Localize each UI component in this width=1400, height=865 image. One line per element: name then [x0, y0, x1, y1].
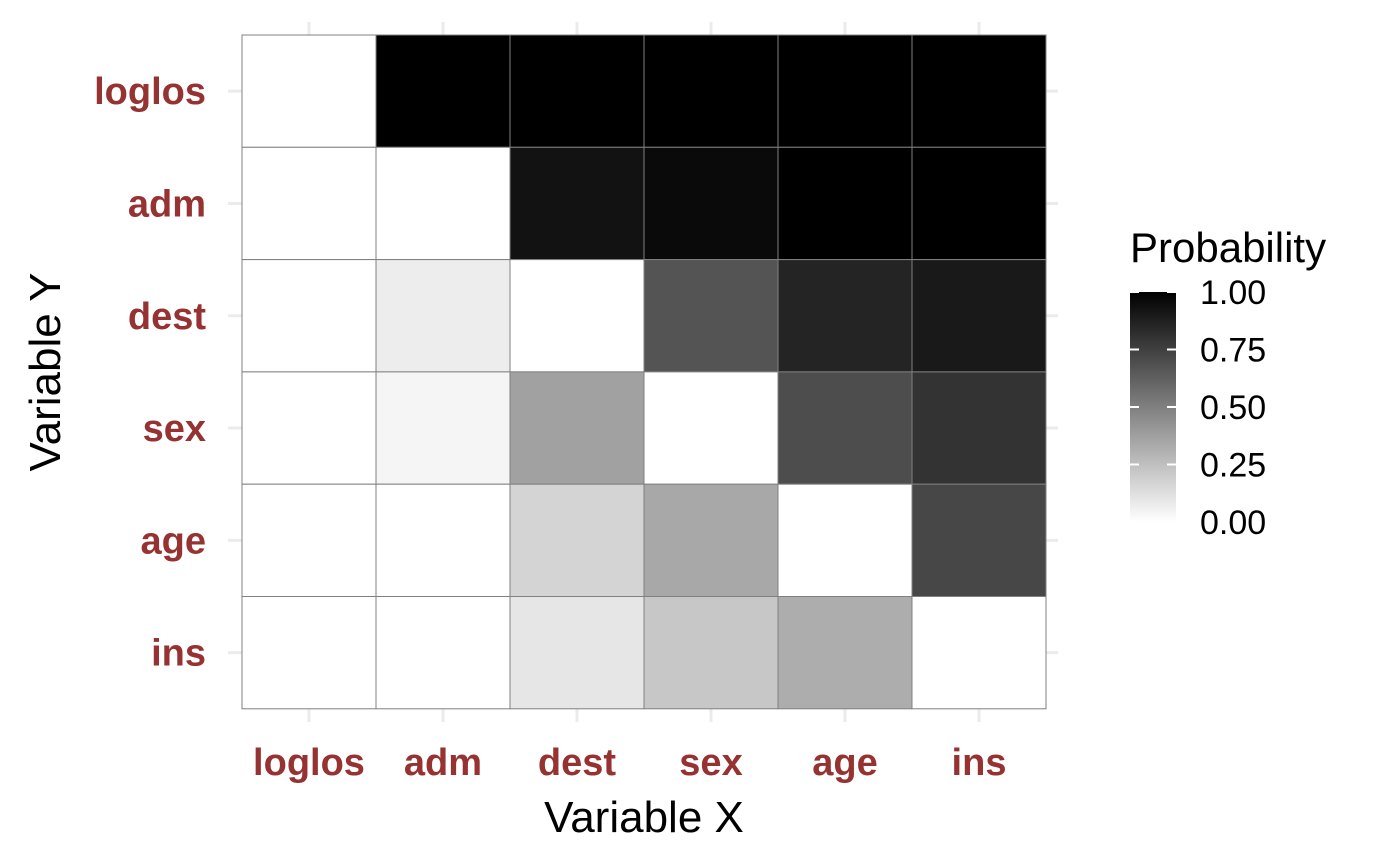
heatmap-cell-loglos-dest	[509, 34, 645, 148]
y-tick-label: adm	[128, 183, 206, 225]
legend-tick-label: 0.50	[1200, 389, 1266, 427]
legend-tick-label: 0.25	[1200, 447, 1266, 485]
heatmap-cell-age-adm	[375, 483, 511, 598]
heatmap-cell-dest-dest	[509, 259, 645, 373]
heatmap-cell-ins-age	[777, 596, 913, 710]
x-tick-label: sex	[679, 742, 742, 784]
legend-tick-label: 0.00	[1200, 504, 1266, 542]
y-tick-label: age	[141, 520, 206, 562]
heatmap-cell-ins-sex	[643, 596, 779, 710]
x-axis-ticks: loglos adm dest sex age ins	[253, 742, 1006, 784]
x-axis-title: Variable X	[544, 793, 744, 842]
heatmap-cell-adm-loglos	[241, 146, 377, 261]
legend-tick-label: 1.00	[1200, 274, 1266, 312]
heatmap-cell-loglos-age	[777, 34, 913, 148]
heatmap-cell-sex-adm	[375, 371, 511, 485]
x-tick-label: age	[812, 742, 877, 784]
x-tick-label: adm	[404, 742, 482, 784]
heatmap-cell-sex-ins	[911, 371, 1047, 485]
heatmap-cell-adm-sex	[643, 146, 779, 261]
heatmap-cell-adm-adm	[375, 146, 511, 261]
y-axis-ticks: loglos adm dest sex age ins	[94, 71, 206, 675]
y-tick-label: dest	[128, 296, 206, 338]
x-tick-label: loglos	[253, 742, 365, 784]
heatmap-cell-sex-dest	[509, 371, 645, 485]
x-tick-label: ins	[952, 742, 1007, 784]
heatmap-cell-loglos-loglos	[241, 34, 377, 148]
x-tick-label: dest	[538, 742, 616, 784]
heatmap-cell-adm-ins	[911, 146, 1047, 261]
heatmap-cell-dest-loglos	[241, 259, 377, 373]
heatmap-cell-dest-adm	[375, 259, 511, 373]
heatmap-cell-age-sex	[643, 483, 779, 598]
y-tick-label: loglos	[94, 71, 206, 113]
heatmap-cell-sex-sex	[643, 371, 779, 485]
heatmap-cell-ins-ins	[911, 596, 1047, 710]
heatmap-cell-dest-sex	[643, 259, 779, 373]
y-axis-title: Variable Y	[21, 273, 70, 472]
heatmap-cell-age-age	[777, 483, 913, 598]
heatmap-cell-loglos-adm	[375, 34, 511, 148]
legend: Probability 1.00 0.75 0.50 0.25 0.00	[1130, 224, 1326, 542]
heatmap-cell-age-loglos	[241, 483, 377, 598]
heatmap-cell-loglos-ins	[911, 34, 1047, 148]
heatmap-cell-ins-dest	[509, 596, 645, 710]
heatmap-cell-sex-loglos	[241, 371, 377, 485]
heatmap-cells	[241, 34, 1047, 710]
heatmap-cell-age-ins	[911, 483, 1047, 598]
legend-tick-label: 0.75	[1200, 332, 1266, 370]
heatmap-cell-dest-age	[777, 259, 913, 373]
heatmap-cell-ins-adm	[375, 596, 511, 710]
heatmap-cell-dest-ins	[911, 259, 1047, 373]
heatmap-cell-sex-age	[777, 371, 913, 485]
legend-ticks: 1.00 0.75 0.50 0.25 0.00	[1130, 274, 1266, 542]
heatmap-cell-loglos-sex	[643, 34, 779, 148]
heatmap-cell-ins-loglos	[241, 596, 377, 710]
heatmap-cell-adm-age	[777, 146, 913, 261]
heatmap-cell-age-dest	[509, 483, 645, 598]
heatmap-cell-adm-dest	[509, 146, 645, 261]
y-tick-label: sex	[143, 408, 206, 450]
legend-title: Probability	[1130, 224, 1326, 271]
y-tick-label: ins	[151, 633, 206, 675]
